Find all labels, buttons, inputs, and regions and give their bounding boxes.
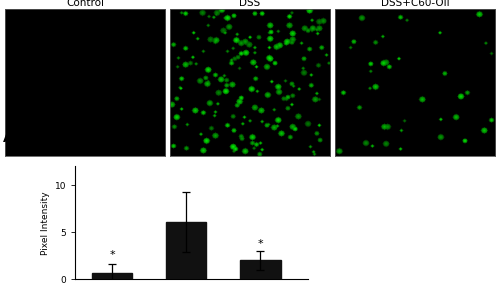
Text: A: A	[2, 132, 12, 145]
Bar	[240, 261, 281, 279]
Bar	[166, 222, 206, 279]
Text: *: *	[258, 239, 263, 249]
Y-axis label: Pixel Intensity: Pixel Intensity	[42, 191, 50, 255]
Title: Control: Control	[66, 0, 104, 8]
Bar	[92, 273, 132, 279]
Title: DSS+C60-Oil: DSS+C60-Oil	[380, 0, 449, 8]
Title: DSS: DSS	[240, 0, 260, 8]
Text: *: *	[109, 251, 115, 261]
